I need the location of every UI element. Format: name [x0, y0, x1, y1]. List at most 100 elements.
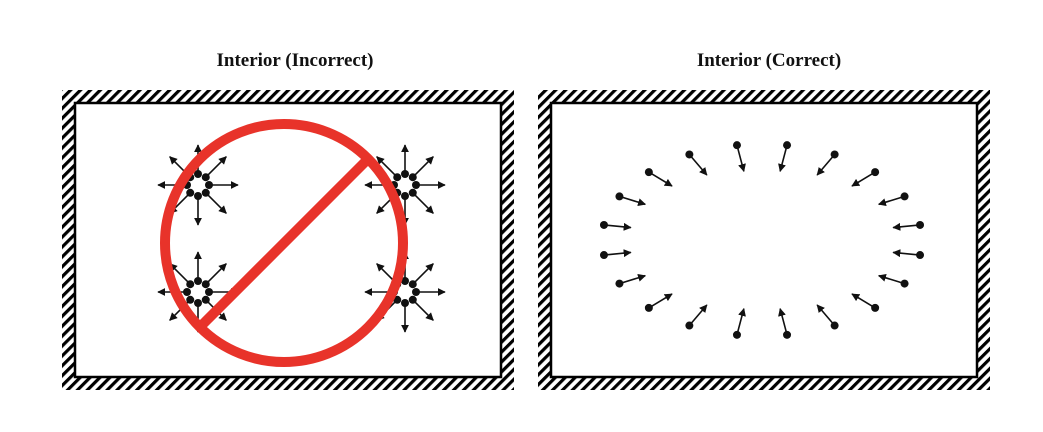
arrow-icon	[648, 171, 673, 187]
particle-dot	[183, 288, 191, 296]
particle-dot	[401, 299, 409, 307]
boundary-particle	[877, 273, 909, 288]
arrow-icon	[376, 156, 398, 178]
particle-dot	[916, 220, 925, 229]
arrow-icon	[205, 263, 227, 285]
particle-dot	[412, 181, 420, 189]
boundary-particle	[816, 304, 839, 330]
particle-dot	[830, 321, 839, 330]
arrow-icon	[205, 156, 227, 178]
particle-dot	[615, 279, 624, 288]
prohibition-slash	[196, 155, 372, 331]
boundary-particle	[732, 307, 746, 339]
particle-dot	[194, 192, 202, 200]
particle-dot	[599, 220, 608, 229]
particle-dot	[900, 192, 909, 201]
particle-dot	[201, 173, 210, 182]
boundary-particle	[816, 150, 839, 176]
particle-dot	[732, 141, 741, 150]
particle-cluster	[364, 144, 446, 226]
boundary-particle	[599, 220, 632, 231]
arrow-icon	[205, 192, 227, 214]
arrow-icon	[603, 222, 632, 231]
particle-dot	[205, 288, 213, 296]
arrow-icon	[892, 249, 921, 258]
arrow-icon	[816, 153, 836, 176]
particle-dot	[201, 280, 210, 289]
boundary-particle	[615, 192, 647, 207]
arrow-icon	[736, 144, 746, 173]
boundary-particle	[599, 249, 632, 260]
particle-dot	[900, 279, 909, 288]
particle-dot	[186, 280, 195, 289]
boundary-particle	[615, 273, 647, 288]
arrow-icon	[816, 304, 836, 327]
particle-dot	[408, 188, 417, 197]
arrow-icon	[851, 171, 876, 187]
particle-dot	[205, 181, 213, 189]
particle-dot	[916, 251, 925, 260]
arrow-icon	[412, 299, 434, 321]
arrow-icon	[892, 222, 921, 231]
particle-cluster	[157, 144, 239, 226]
prohibition-sign-icon	[160, 119, 408, 367]
arrow-icon	[778, 144, 788, 173]
particle-dot	[599, 251, 608, 260]
boundary-particle	[851, 293, 880, 312]
particle-dot	[194, 170, 202, 178]
particle-dot	[685, 150, 694, 159]
boundary-particle	[685, 304, 708, 330]
particle-dot	[401, 170, 409, 178]
particle-dot	[644, 303, 653, 312]
particle-dot	[871, 168, 880, 177]
boundary-particle	[685, 150, 708, 176]
particle-dot	[393, 173, 402, 182]
arrow-icon	[619, 273, 647, 285]
particle-dot	[732, 330, 741, 339]
arrow-icon	[736, 307, 746, 336]
arrow-icon	[603, 249, 632, 258]
boundary-particle	[644, 168, 673, 187]
boundary-particle	[851, 168, 880, 187]
particle-dot	[615, 192, 624, 201]
correct-panel	[538, 90, 990, 390]
boundary-particle	[644, 293, 673, 312]
particle-dot	[830, 150, 839, 159]
particle-dot	[401, 277, 409, 285]
boundary-particle	[778, 141, 792, 173]
particle-dot	[412, 288, 420, 296]
particle-dot	[783, 141, 792, 150]
particle-dot	[783, 330, 792, 339]
arrow-icon	[877, 195, 905, 207]
incorrect-panel	[62, 90, 514, 390]
arrow-icon	[688, 153, 708, 176]
particle-dot	[401, 192, 409, 200]
boundary-particle	[892, 249, 925, 260]
particle-dot	[408, 280, 417, 289]
arrow-icon	[412, 192, 434, 214]
arrow-icon	[851, 293, 876, 309]
boundary-particle	[877, 192, 909, 207]
arrow-icon	[648, 293, 673, 309]
particle-dot	[408, 173, 417, 182]
arrow-icon	[412, 156, 434, 178]
particle-dot	[685, 321, 694, 330]
particle-dot	[186, 295, 195, 304]
particle-dot	[644, 168, 653, 177]
particle-dot	[194, 277, 202, 285]
particle-dot	[186, 188, 195, 197]
arrow-icon	[412, 263, 434, 285]
arrow-icon	[778, 307, 788, 336]
particle-dot	[871, 303, 880, 312]
arrow-icon	[619, 195, 647, 207]
boundary-particle	[732, 141, 746, 173]
arrow-icon	[169, 263, 191, 285]
arrow-icon	[877, 273, 905, 285]
particle-dot	[408, 295, 417, 304]
panel-title-incorrect: Interior (Incorrect)	[216, 50, 374, 71]
arrow-icon	[688, 304, 708, 327]
prohibition-circle	[160, 119, 408, 367]
particle-dot	[201, 188, 210, 197]
boundary-particle	[892, 220, 925, 231]
